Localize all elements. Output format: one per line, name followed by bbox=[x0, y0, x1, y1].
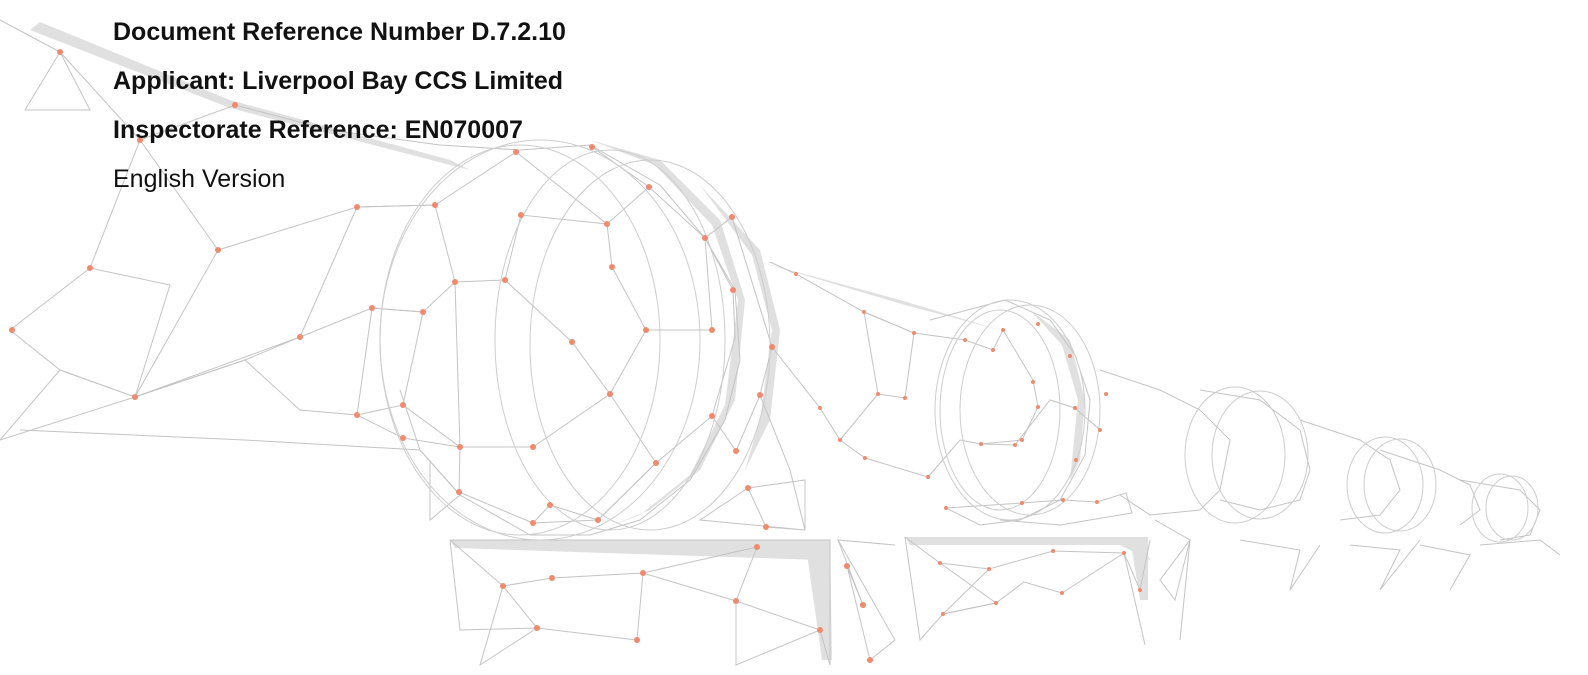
language-version: English Version bbox=[113, 165, 286, 193]
document-header: Document Reference Number D.7.2.10 Appli… bbox=[113, 14, 566, 210]
pipeline-nodes bbox=[9, 49, 1142, 663]
document-reference-number: Document Reference Number D.7.2.10 bbox=[113, 18, 566, 46]
pipeline-shading bbox=[30, 22, 1150, 660]
applicant-name: Applicant: Liverpool Bay CCS Limited bbox=[113, 67, 564, 95]
inspectorate-reference: Inspectorate Reference: EN070007 bbox=[113, 116, 523, 144]
